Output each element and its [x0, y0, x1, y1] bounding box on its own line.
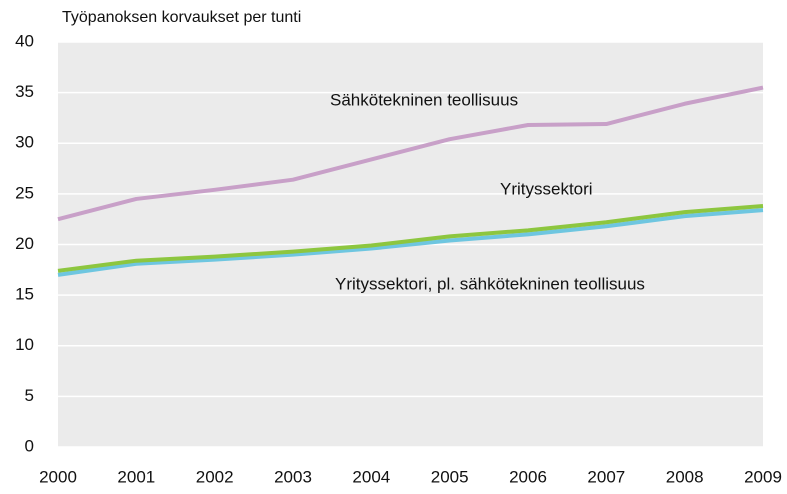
line-series: [57, 204, 764, 273]
y-tick-label: 5: [25, 386, 34, 405]
series-label: Yrityssektori, pl. sähkötekninen teollis…: [335, 274, 645, 293]
x-tick-label: 2006: [509, 467, 547, 486]
series-label: Sähkötekninen teollisuus: [330, 90, 518, 109]
x-tick-label: 2000: [39, 467, 77, 486]
x-tick-label: 2002: [196, 467, 234, 486]
x-tick-label: 2005: [431, 467, 469, 486]
series-label: Yrityssektori: [500, 179, 593, 198]
x-tick-label: 2003: [274, 467, 312, 486]
y-tick-label: 15: [15, 285, 34, 304]
y-tick-label: 10: [15, 335, 34, 354]
y-tick-label: 35: [15, 82, 34, 101]
x-tick-label: 2009: [744, 467, 782, 486]
y-tick-label: 20: [15, 234, 34, 253]
x-tick-label: 2004: [352, 467, 390, 486]
y-tick-label: 30: [15, 133, 34, 152]
y-tick-label: 40: [15, 31, 34, 50]
x-tick-label: 2007: [587, 467, 625, 486]
chart-title: Työpanoksen korvaukset per tunti: [62, 9, 301, 26]
x-tick-label: 2001: [117, 467, 155, 486]
x-tick-label: 2008: [666, 467, 704, 486]
y-tick-label: 0: [25, 436, 34, 455]
y-tick-label: 25: [15, 183, 34, 202]
line-series: [57, 85, 764, 222]
line-series: [57, 208, 764, 277]
